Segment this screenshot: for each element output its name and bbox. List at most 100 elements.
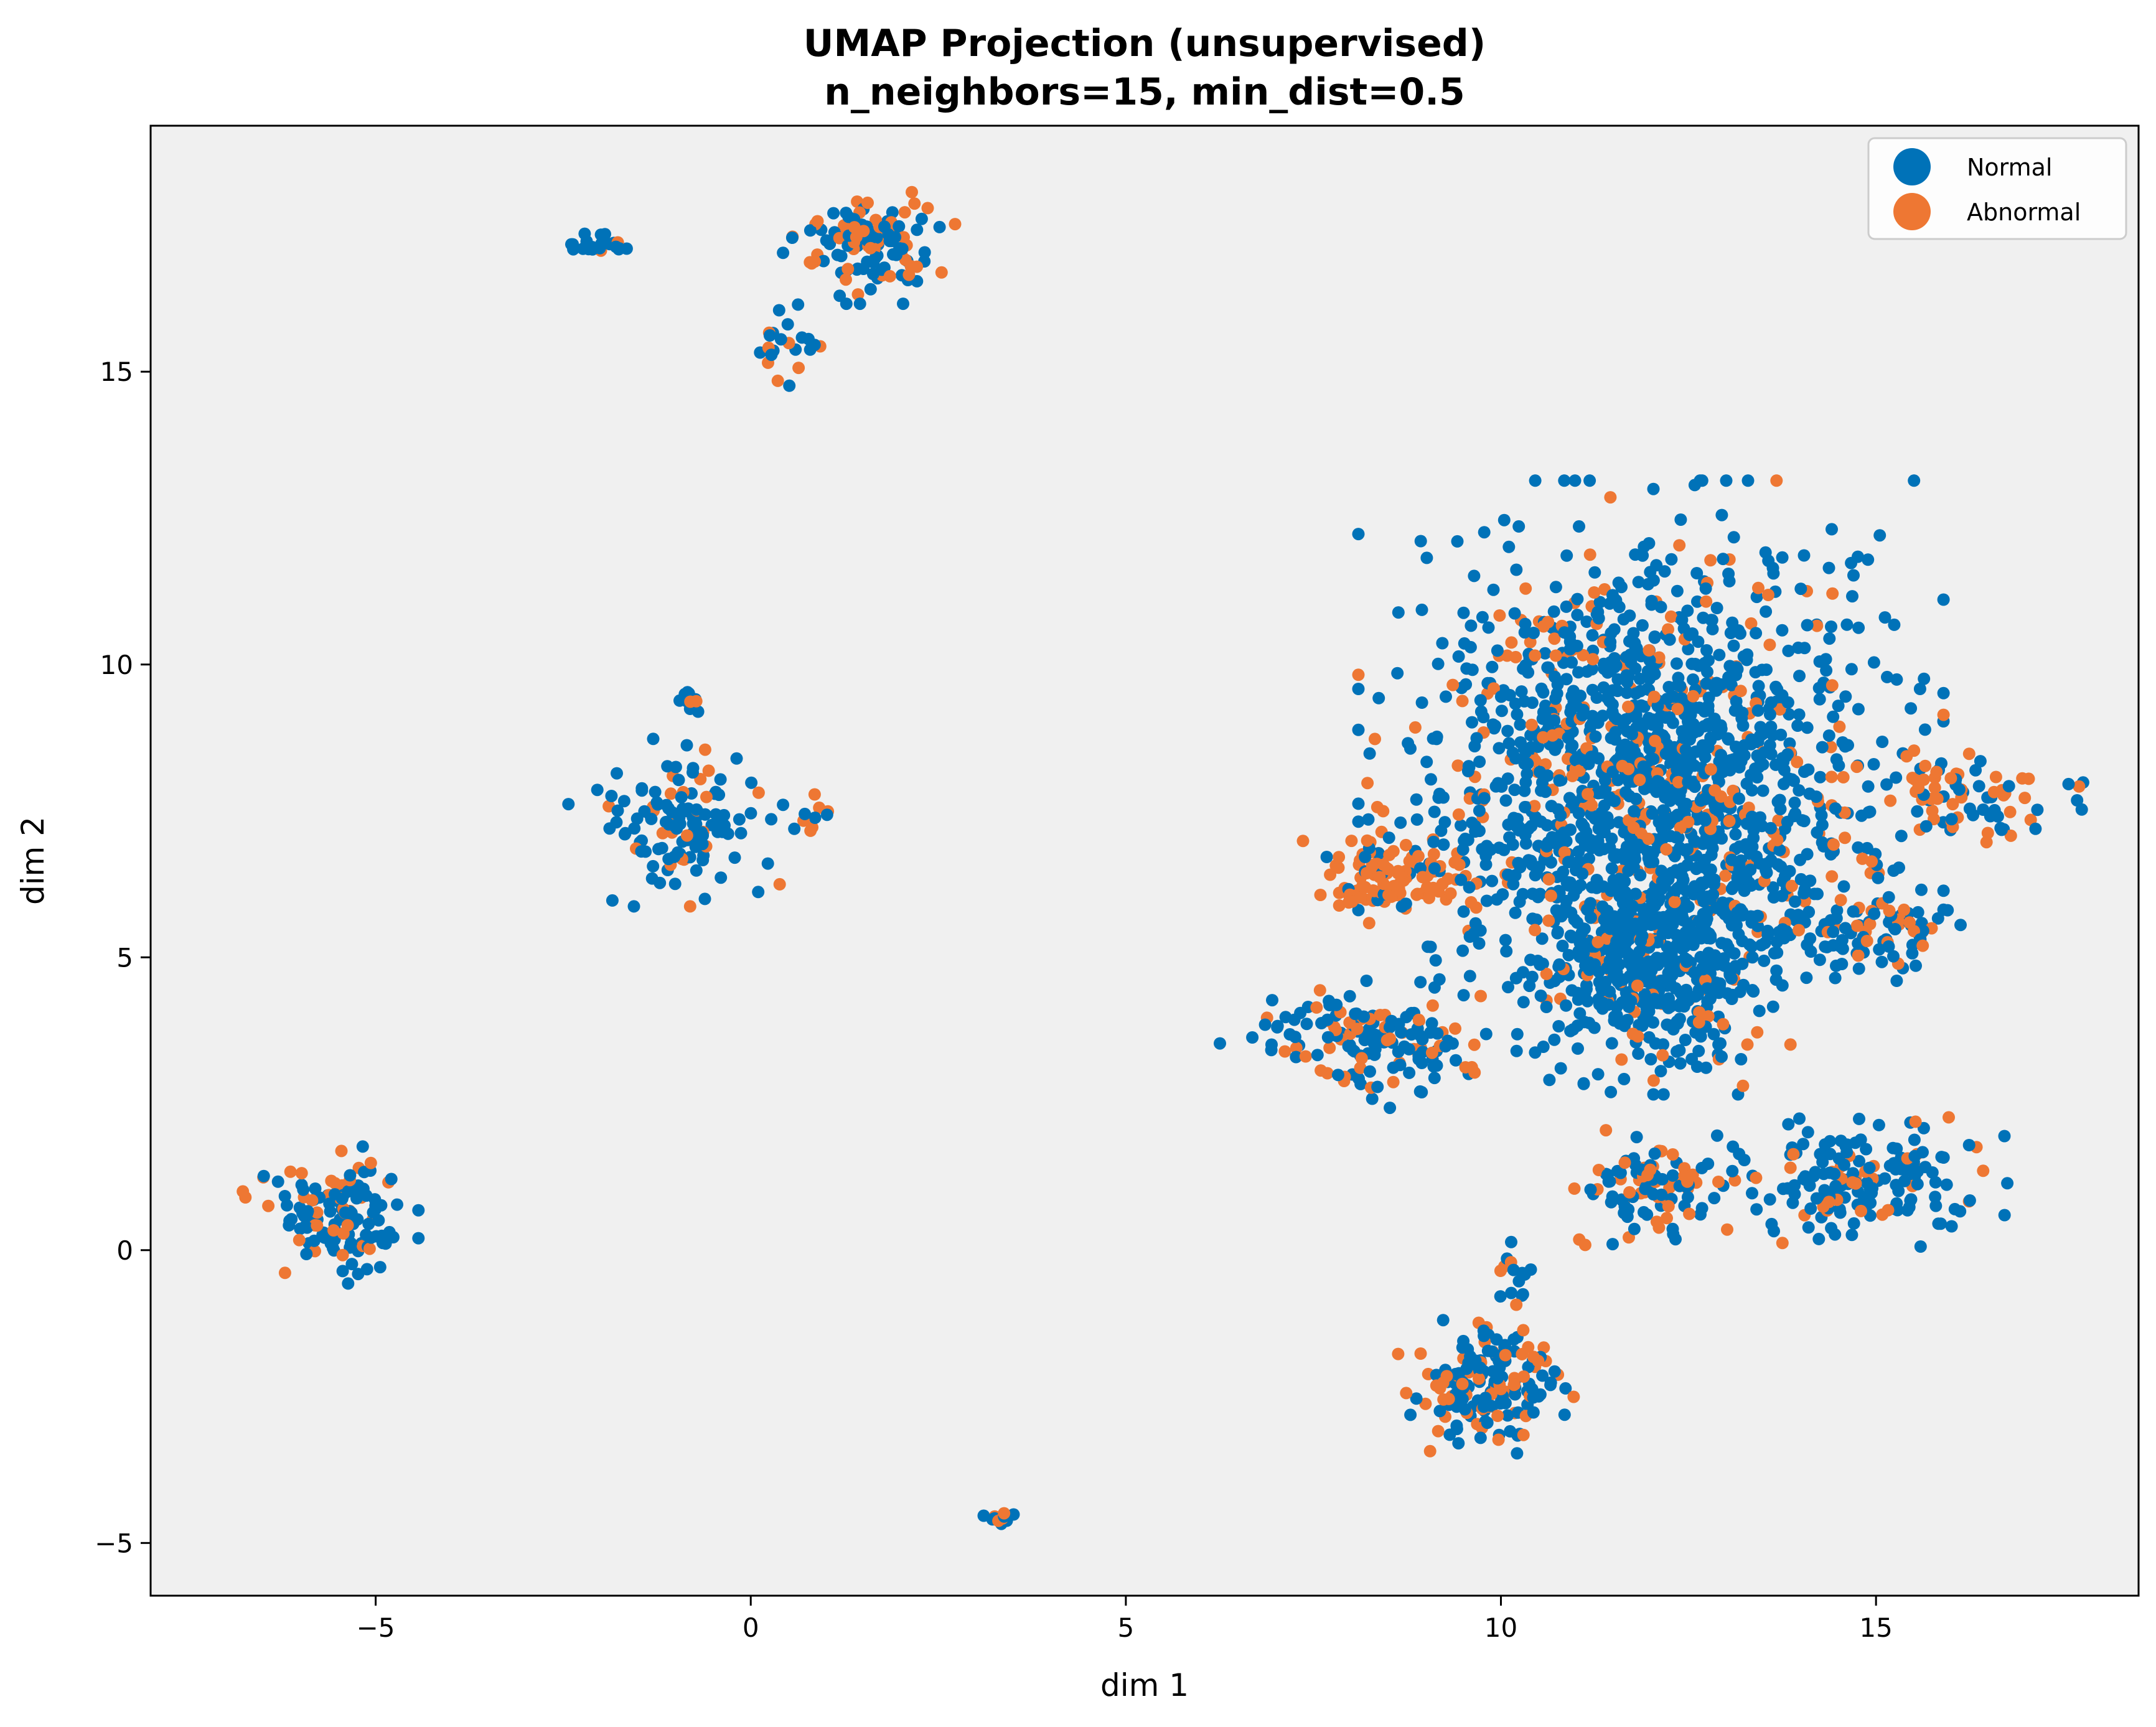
point-normal xyxy=(1810,1192,1823,1205)
point-abnormal xyxy=(1278,1045,1291,1058)
point-abnormal xyxy=(335,1144,348,1158)
point-normal xyxy=(1613,601,1626,614)
point-normal xyxy=(1770,964,1783,977)
point-abnormal xyxy=(1776,1237,1789,1250)
point-normal xyxy=(1654,601,1667,614)
point-normal xyxy=(1593,596,1606,609)
point-normal xyxy=(1720,938,1733,951)
point-normal xyxy=(1638,540,1651,553)
point-normal xyxy=(1509,697,1522,710)
point-abnormal xyxy=(1989,770,2002,784)
point-abnormal xyxy=(1314,889,1327,901)
point-abnormal xyxy=(1352,668,1365,681)
point-abnormal xyxy=(1362,917,1376,930)
plot-frame xyxy=(149,124,2140,1597)
point-normal xyxy=(1878,1172,1891,1185)
point-abnormal xyxy=(1631,979,1644,992)
point-abnormal xyxy=(1427,848,1440,861)
point-abnormal xyxy=(2018,792,2032,805)
point-normal xyxy=(1490,1333,1503,1346)
legend-label-abnormal: Abnormal xyxy=(1967,199,2081,226)
point-normal xyxy=(1673,1044,1686,1057)
point-abnormal xyxy=(1770,474,1783,487)
point-normal xyxy=(309,1182,322,1195)
point-normal xyxy=(675,791,688,804)
point-normal xyxy=(777,798,790,812)
point-normal xyxy=(1887,950,1900,963)
point-normal xyxy=(1736,935,1749,947)
point-normal xyxy=(1926,1166,1939,1179)
point-normal xyxy=(611,767,623,780)
point-normal xyxy=(1463,970,1476,983)
point-normal xyxy=(1709,802,1722,815)
point-normal xyxy=(1669,884,1682,897)
point-normal xyxy=(1845,1229,1858,1242)
point-abnormal xyxy=(1838,806,1851,819)
point-normal xyxy=(1911,1177,1924,1191)
point-normal xyxy=(1463,930,1476,943)
point-normal xyxy=(1826,523,1838,536)
point-normal xyxy=(1788,796,1801,809)
point-normal xyxy=(1932,1217,1945,1230)
point-normal xyxy=(1560,999,1573,1012)
point-abnormal xyxy=(1423,891,1435,904)
point-normal xyxy=(2029,822,2042,835)
point-normal xyxy=(1940,1178,1953,1191)
point-normal xyxy=(1793,784,1806,797)
point-abnormal xyxy=(1499,1349,1512,1362)
point-normal xyxy=(1551,927,1564,940)
point-normal xyxy=(1552,1020,1565,1032)
point-abnormal xyxy=(1542,873,1555,886)
point-normal xyxy=(1750,850,1763,863)
point-normal xyxy=(1395,1026,1408,1039)
point-normal xyxy=(1847,1217,1860,1230)
point-normal xyxy=(1474,694,1487,707)
point-normal xyxy=(1801,721,1814,734)
point-normal xyxy=(1929,1176,1942,1189)
point-normal xyxy=(1410,793,1423,806)
point-abnormal xyxy=(1704,554,1717,567)
point-abnormal xyxy=(949,218,962,231)
point-normal xyxy=(1567,889,1580,902)
point-abnormal xyxy=(1568,1182,1581,1195)
point-abnormal xyxy=(1750,1171,1763,1184)
point-normal xyxy=(1913,683,1926,695)
point-normal xyxy=(1429,954,1442,967)
point-abnormal xyxy=(1529,649,1542,662)
point-abnormal xyxy=(1741,1038,1754,1051)
point-normal xyxy=(1945,813,1958,826)
point-abnormal xyxy=(311,1219,324,1232)
point-abnormal xyxy=(1519,582,1532,595)
point-abnormal xyxy=(1946,798,1959,811)
point-normal xyxy=(1619,786,1633,798)
point-normal xyxy=(1457,606,1470,619)
point-abnormal xyxy=(1374,1009,1387,1021)
point-normal xyxy=(1972,780,1985,793)
point-abnormal xyxy=(1517,1428,1530,1441)
point-abnormal xyxy=(1578,1238,1591,1252)
point-normal xyxy=(1746,951,1759,964)
point-normal xyxy=(1392,606,1405,619)
point-normal xyxy=(1499,794,1512,807)
point-normal xyxy=(1591,1068,1605,1081)
point-normal xyxy=(1450,1054,1462,1067)
point-normal xyxy=(1636,619,1649,632)
point-normal xyxy=(1746,910,1760,924)
point-normal xyxy=(1875,955,1888,968)
point-normal xyxy=(1621,675,1634,688)
point-normal xyxy=(1852,962,1865,975)
point-normal xyxy=(1707,1027,1720,1041)
point-normal xyxy=(1266,994,1278,1007)
point-abnormal xyxy=(1865,855,1878,868)
point-normal xyxy=(1737,719,1750,732)
point-normal xyxy=(1391,667,1404,680)
point-abnormal xyxy=(1588,586,1601,599)
point-normal xyxy=(1699,853,1712,866)
point-abnormal xyxy=(1491,1410,1504,1422)
y-tick-label: 5 xyxy=(116,942,133,973)
point-normal xyxy=(1433,787,1446,800)
point-normal xyxy=(831,248,844,261)
point-abnormal xyxy=(1522,1341,1535,1354)
point-normal xyxy=(1629,708,1643,721)
